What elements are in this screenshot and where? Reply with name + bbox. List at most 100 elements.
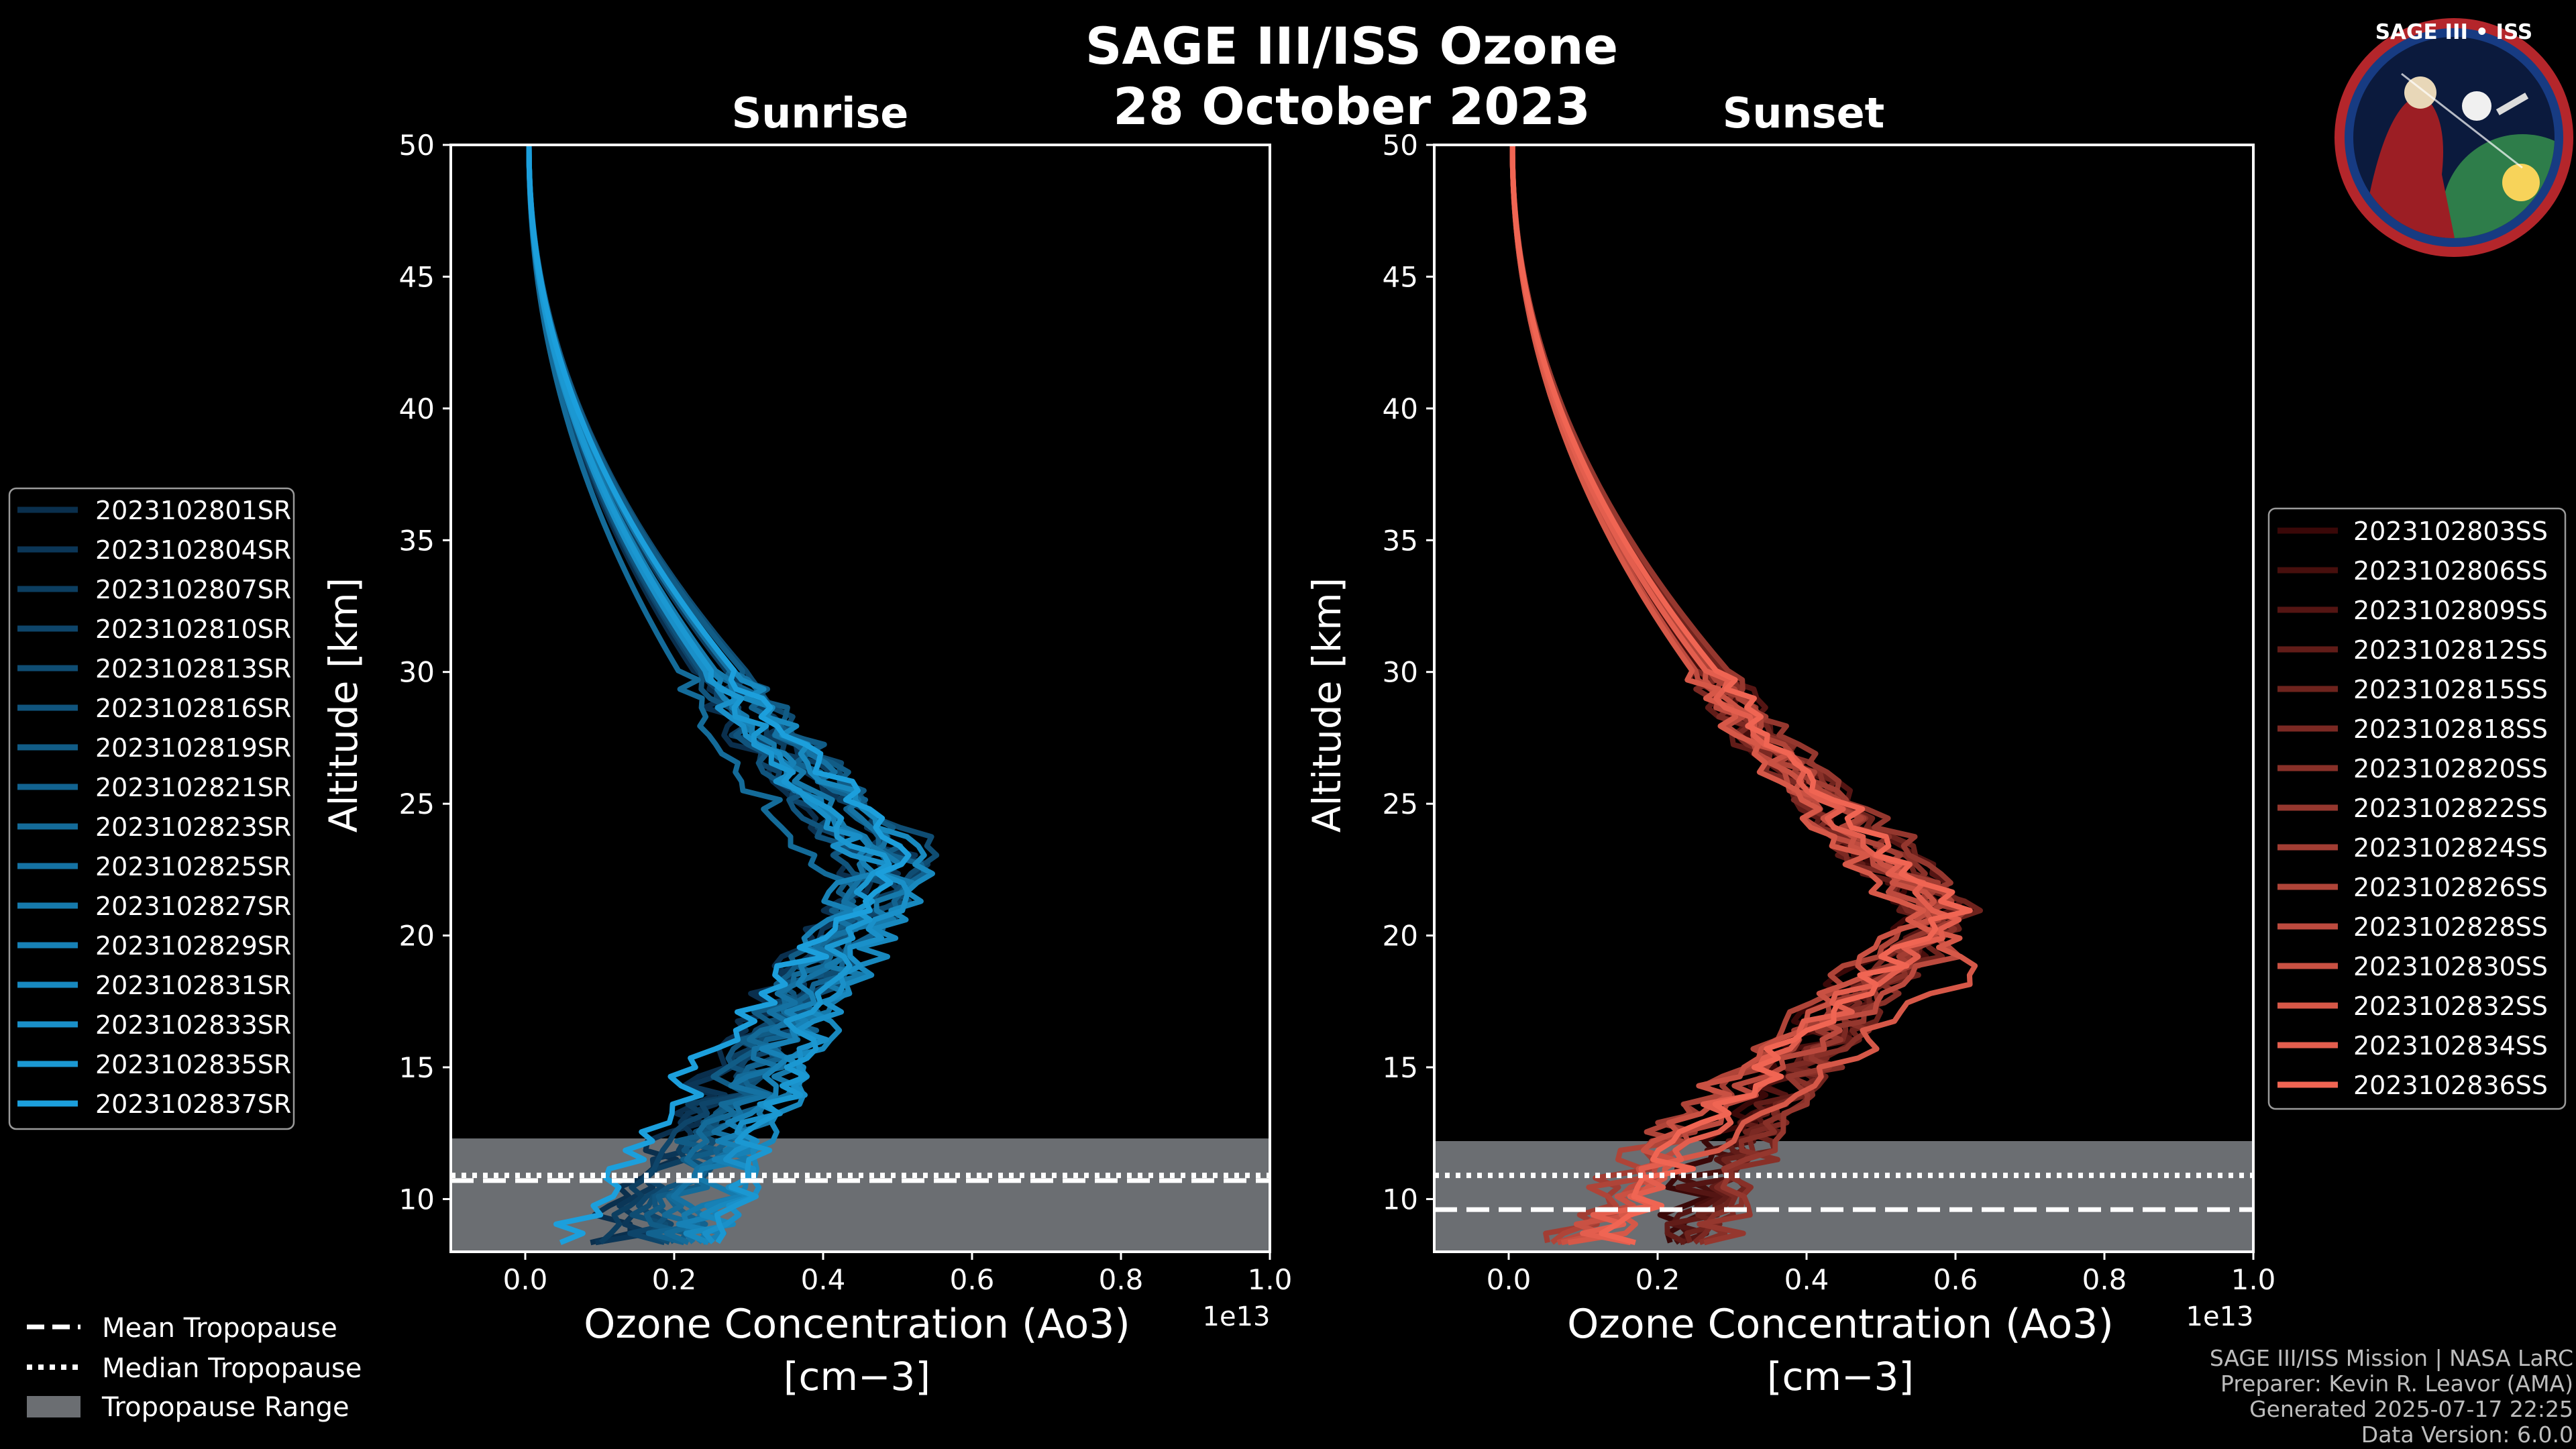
sunset-legend-label-2023102815SS: 2023102815SS [2353,675,2548,704]
sunset-xlabel: Ozone Concentration (Ao3) [1567,1301,2114,1348]
sunset-legend-label-2023102812SS: 2023102812SS [2353,635,2548,665]
sunrise-legend-label-2023102810SR: 2023102810SR [95,614,291,644]
sunset-axes-frame [1433,144,2255,1253]
sunset-legend-items: 2023102803SS 2023102806SS 2023102809SS 2023… [2277,517,2548,1100]
logo-figure-icon [2368,94,2455,238]
footer-preparer: Preparer: Kevin R. Leavor (AMA) [2220,1371,2573,1397]
sunset-ytick-label: 50 [1383,129,1418,162]
sunrise-legend-label-2023102821SR: 2023102821SR [95,773,291,802]
sunrise-profile-2023102837SR [526,144,912,1246]
sunset-legend-label-2023102828SS: 2023102828SS [2353,912,2548,942]
sunrise-legend-label-2023102831SR: 2023102831SR [95,971,291,1000]
sunrise-legend-label-2023102813SR: 2023102813SR [95,654,291,684]
sunrise-xtick-label: 0.0 [503,1263,548,1296]
logo-name: SAGE III • ISS [2375,20,2533,44]
sunset-legend-label-2023102826SS: 2023102826SS [2353,873,2548,902]
sunset-legend-label-2023102832SS: 2023102832SS [2353,991,2548,1021]
sunset-ytick-label: 20 [1383,920,1418,953]
sunset-legend-label-2023102803SS: 2023102803SS [2353,517,2548,546]
sunrise-ytick-label: 40 [399,392,435,425]
footer-generated: Generated 2025-07-17 22:25 [2249,1396,2573,1422]
sunrise-ytick-label: 45 [399,260,435,293]
mean-tropopause-label: Mean Tropopause [102,1313,337,1344]
sunset-ytick-label: 40 [1383,392,1418,425]
sunrise-legend: 2023102801SR 2023102804SR 2023102807SR 2023… [8,487,295,1130]
figure-title-line1: SAGE III/ISS Ozone [1085,16,1618,76]
sunrise-legend-label-2023102825SR: 2023102825SR [95,852,291,881]
sunrise-legend-label-2023102827SR: 2023102827SR [95,892,291,921]
sunrise-axes-frame [449,144,1271,1253]
sunrise-legend-label-2023102835SR: 2023102835SR [95,1050,291,1079]
tropopause-legend: Mean Tropopause Median Tropopause Tropop… [27,1313,362,1423]
sunrise-xtick-label: 0.2 [652,1263,697,1296]
sunset-legend-label-2023102836SS: 2023102836SS [2353,1071,2548,1100]
sunset-xtick-label: 0.8 [2082,1263,2127,1296]
sunset-ytick-label: 15 [1383,1051,1418,1084]
sunset-legend-label-2023102834SS: 2023102834SS [2353,1031,2548,1061]
sunrise-legend-label-2023102804SR: 2023102804SR [95,535,291,565]
sunrise-xtick-label: 0.8 [1099,1263,1144,1296]
sunrise-legend-label-2023102823SR: 2023102823SR [95,812,291,842]
median-tropopause-label: Median Tropopause [102,1353,362,1384]
logo-sun-icon [2502,164,2540,201]
sunrise-ytick-label: 35 [399,524,435,557]
logo-moon-icon [2462,91,2491,121]
sunrise-legend-label-2023102819SR: 2023102819SR [95,733,291,763]
figure-title-line2: 28 October 2023 [1113,76,1591,136]
sunrise-legend-frame [8,487,295,1130]
sunset-ytick-label: 25 [1383,788,1418,820]
sunrise-ytick-label: 15 [399,1051,435,1084]
sunrise-ylabel: Altitude [km] [321,578,366,833]
sunrise-legend-label-2023102829SR: 2023102829SR [95,931,291,961]
sunset-legend: 2023102803SS 2023102806SS 2023102809SS 2023… [2267,507,2567,1110]
sunset-panel: 0.0 0.2 0.4 0.6 0.8 1.0 10 15 20 25 30 35 40 45 50 1e13… [1304,89,2275,1399]
sunrise-xtick-label: 0.4 [801,1263,846,1296]
sunrise-x-offset-label: 1e13 [1203,1301,1271,1332]
sunset-legend-label-2023102820SS: 2023102820SS [2353,754,2548,784]
sunrise-xlabel: Ozone Concentration (Ao3) [584,1301,1130,1348]
tropopause-range-label: Tropopause Range [101,1392,350,1423]
sunrise-xtick-label: 0.6 [950,1263,995,1296]
sunrise-ytick-label: 50 [399,129,435,162]
sunset-xtick-label: 0.0 [1487,1263,1532,1296]
sunset-ytick-label: 30 [1383,656,1418,689]
sunrise-panel-title: Sunrise [732,89,909,138]
sunset-x-offset-label: 1e13 [2186,1301,2254,1332]
sunrise-legend-label-2023102837SR: 2023102837SR [95,1089,291,1119]
sunrise-legend-label-2023102807SR: 2023102807SR [95,575,291,604]
logo-figure-head-icon [2404,76,2436,109]
sunset-profile-2023102836SS [1509,145,1973,1246]
sunset-legend-label-2023102809SS: 2023102809SS [2353,596,2548,625]
sunset-xtick-label: 0.2 [1635,1263,1680,1296]
sunset-ylabel: Altitude [km] [1304,578,1350,833]
sunrise-panel: 0.0 0.2 0.4 0.6 0.8 1.0 10 15 20 25 30 35 40 45 50 1e13… [321,89,1292,1399]
sunset-legend-label-2023102822SS: 2023102822SS [2353,794,2548,823]
footer-data-version: Data Version: 6.0.0 [2361,1421,2573,1448]
sunset-ytick-label: 10 [1383,1183,1418,1216]
sunset-legend-label-2023102818SS: 2023102818SS [2353,714,2548,744]
sunrise-ytick-label: 30 [399,656,435,689]
sunrise-ytick-label: 20 [399,920,435,953]
sunrise-ytick-label: 25 [399,788,435,820]
sunset-xtick-label: 0.6 [1933,1263,1978,1296]
sunrise-xtick-label: 1.0 [1248,1263,1293,1296]
sunset-ytick-label: 45 [1383,260,1418,293]
sunrise-tropopause-range [451,1138,1270,1252]
sunrise-xunit: [cm−3] [784,1354,930,1399]
sunset-xunit: [cm−3] [1767,1354,1914,1399]
sunset-legend-frame [2267,507,2567,1110]
logo-station-icon [2496,93,2529,115]
sunrise-legend-label-2023102816SR: 2023102816SR [95,694,291,723]
sunset-panel-title: Sunset [1723,89,1885,138]
sunset-xtick-label: 0.4 [1784,1263,1829,1296]
sunset-legend-label-2023102806SS: 2023102806SS [2353,556,2548,586]
sunset-legend-label-2023102830SS: 2023102830SS [2353,952,2548,981]
sunrise-legend-label-2023102833SR: 2023102833SR [95,1010,291,1040]
footer: SAGE III/ISS Mission | NASA LaRC Prepare… [2210,1345,2573,1448]
sage-iii-iss-logo: SAGE III • ISS [2334,18,2573,257]
sunset-xtick-label: 1.0 [2231,1263,2276,1296]
footer-mission: SAGE III/ISS Mission | NASA LaRC [2210,1345,2573,1371]
tropopause-range-swatch [27,1396,80,1417]
sunrise-legend-items: 2023102801SR 2023102804SR 2023102807SR 2023… [17,496,291,1119]
